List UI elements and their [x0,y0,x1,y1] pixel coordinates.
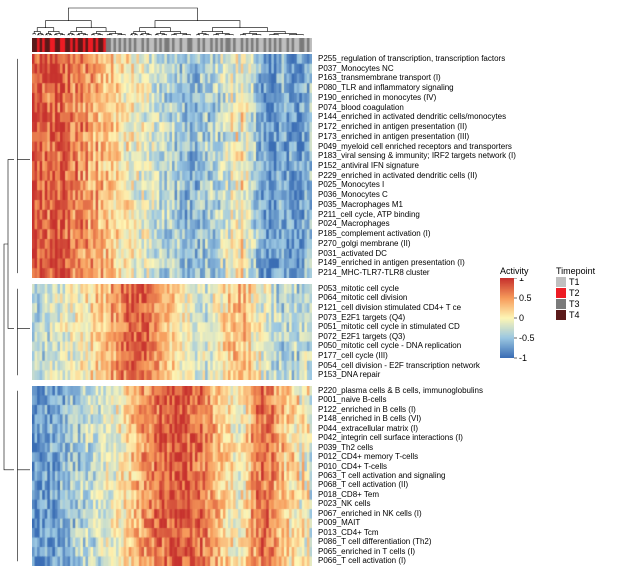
svg-text:0: 0 [519,313,524,323]
legend-activity-colorbar [500,278,514,358]
row-label: P036_Monocytes C [318,191,388,199]
legend-activity-ticks: 1 0.5 0 -0.5 -1 [514,278,554,362]
legend-activity-title: Activity [500,266,522,276]
row-label: P050_mitotic cell cycle - DNA replicatio… [318,342,461,350]
row-label: P185_complement activation (I) [318,230,431,238]
legend-label: T3 [569,299,580,309]
row-label: P068_T cell activation (II) [318,481,408,489]
row-label: P270_golgi membrane (II) [318,240,411,248]
svg-text:-1: -1 [519,353,527,362]
row-label: P255_regulation of transcription, transc… [318,55,505,63]
row-label: P144_enriched in activated dendritic cel… [318,113,506,121]
row-label: P035_Macrophages M1 [318,201,403,209]
row-label: P122_enriched in B cells (I) [318,406,416,414]
row-label: P049_myeloid cell enriched receptors and… [318,143,512,151]
row-label: P025_Monocytes I [318,181,384,189]
row-label: P063_T cell activation and signaling [318,472,446,480]
column-annotation-bar [32,38,312,52]
row-label: P037_Monocytes NC [318,65,394,73]
row-label: P013_CD4+ Tcm [318,529,379,537]
row-label: P018_CD8+ Tem [318,491,379,499]
legend-timepoint: Timepoint T1T2T3T4 [556,266,595,320]
row-label: P012_CD4+ memory T-cells [318,453,418,461]
legend-swatch [556,288,566,298]
row-label: P074_blood coagulation [318,104,404,112]
row-label: P073_E2F1 targets (Q4) [318,314,405,322]
row-label: P080_TLR and inflammatory signaling [318,84,454,92]
row-label: P072_E2F1 targets (Q3) [318,333,405,341]
row-label: P031_activated DC [318,250,387,258]
legend-timepoint-item: T4 [556,309,595,320]
legend-timepoint-item: T2 [556,287,595,298]
row-label: P001_naive B-cells [318,396,386,404]
legend-timepoint-item: T3 [556,298,595,309]
row-label: P214_MHC-TLR7-TLR8 cluster [318,269,430,277]
svg-text:-0.5: -0.5 [519,333,535,343]
row-label: P053_mitotic cell cycle [318,285,399,293]
row-dendrogram [2,54,30,566]
legend-activity: Activity 10.50-0.5-1 [500,266,522,346]
row-label: P177_cell cycle (III) [318,352,388,360]
row-label: P153_DNA repair [318,371,380,379]
heatmap-block-mid [32,284,312,380]
row-label: P229_enriched in activated dendritic cel… [318,172,477,180]
row-label: P066_T cell activation (I) [318,557,406,565]
row-label: P009_MAIT [318,519,360,527]
row-label: P220_plasma cells & B cells, immunoglobu… [318,387,483,395]
row-labels-bot: P220_plasma cells & B cells, immunoglobu… [318,386,568,566]
row-label: P051_mitotic cell cycle in stimulated CD [318,323,460,331]
row-labels-top: P255_regulation of transcription, transc… [318,54,568,278]
heatmap-block-bot [32,386,312,566]
row-label: P086_T cell differentiation (Th2) [318,538,432,546]
legend-swatch [556,277,566,287]
row-label: P172_enriched in antigen presentation (I… [318,123,467,131]
row-label: P024_Macrophages [318,220,390,228]
row-label: P023_NK cells [318,500,370,508]
row-label: P044_extracellular matrix (I) [318,425,418,433]
row-label: P173_enriched in antigen presentation (I… [318,133,469,141]
heatmap-block-top [32,54,312,278]
row-label: P054_cell division - E2F transcription n… [318,362,480,370]
row-label: P149_enriched in antigen presentation (I… [318,259,465,267]
row-label: P039_Th2 cells [318,444,373,452]
row-label: P121_cell division stimulated CD4+ T ce [318,304,461,312]
row-label: P183_viral sensing & immunity; IRF2 targ… [318,152,516,160]
row-label: P163_transmembrane transport (I) [318,74,441,82]
row-label: P067_enriched in NK cells (I) [318,510,422,518]
row-label: P065_enriched in T cells (I) [318,548,415,556]
legend-timepoint-title: Timepoint [556,266,595,276]
row-label: P064_mitotic cell division [318,294,407,302]
legend-swatch [556,299,566,309]
row-label: P042_integrin cell surface interactions … [318,434,463,442]
svg-text:0.5: 0.5 [519,293,532,303]
row-label: P152_antiviral IFN signature [318,162,419,170]
legend-swatch [556,310,566,320]
row-label: P211_cell cycle, ATP binding [318,211,420,219]
row-label: P010_CD4+ T-cells [318,463,387,471]
column-dendrogram [32,6,312,36]
legend-label: T2 [569,288,580,298]
legend-timepoint-item: T1 [556,276,595,287]
svg-text:1: 1 [519,278,524,283]
legend-label: T1 [569,277,580,287]
row-label: P190_enriched in monocytes (IV) [318,94,436,102]
legend-label: T4 [569,310,580,320]
row-label: P148_enriched in B cells (VI) [318,415,421,423]
